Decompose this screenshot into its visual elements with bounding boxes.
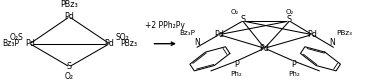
Text: S: S [240, 15, 245, 24]
Text: PBz₃: PBz₃ [337, 30, 353, 37]
Text: Pd: Pd [260, 44, 270, 53]
Text: P: P [234, 60, 239, 69]
Text: Bz₃P: Bz₃P [2, 39, 19, 48]
Text: N: N [195, 38, 200, 47]
Text: Ph₂: Ph₂ [288, 71, 300, 77]
Text: O₂S: O₂S [9, 33, 23, 42]
Text: Ph₂: Ph₂ [231, 71, 242, 77]
Text: +2 PPh₂Py: +2 PPh₂Py [145, 21, 185, 30]
Text: PBz₃: PBz₃ [120, 39, 137, 48]
Text: P: P [291, 60, 296, 69]
Text: Pd: Pd [25, 39, 35, 48]
Text: Bz₃P: Bz₃P [179, 30, 195, 37]
Text: PBz₃: PBz₃ [61, 0, 78, 9]
Text: SO₂: SO₂ [116, 33, 130, 42]
Text: O₂: O₂ [285, 9, 293, 15]
Text: Pd: Pd [64, 12, 74, 21]
Text: S: S [287, 15, 292, 24]
Text: Pd: Pd [214, 30, 224, 39]
Text: Pd: Pd [307, 30, 317, 39]
Text: N: N [330, 38, 335, 47]
Text: O₂: O₂ [231, 9, 239, 15]
Text: O₂: O₂ [65, 72, 74, 81]
Text: Pd: Pd [104, 39, 115, 48]
Text: S: S [67, 62, 72, 71]
